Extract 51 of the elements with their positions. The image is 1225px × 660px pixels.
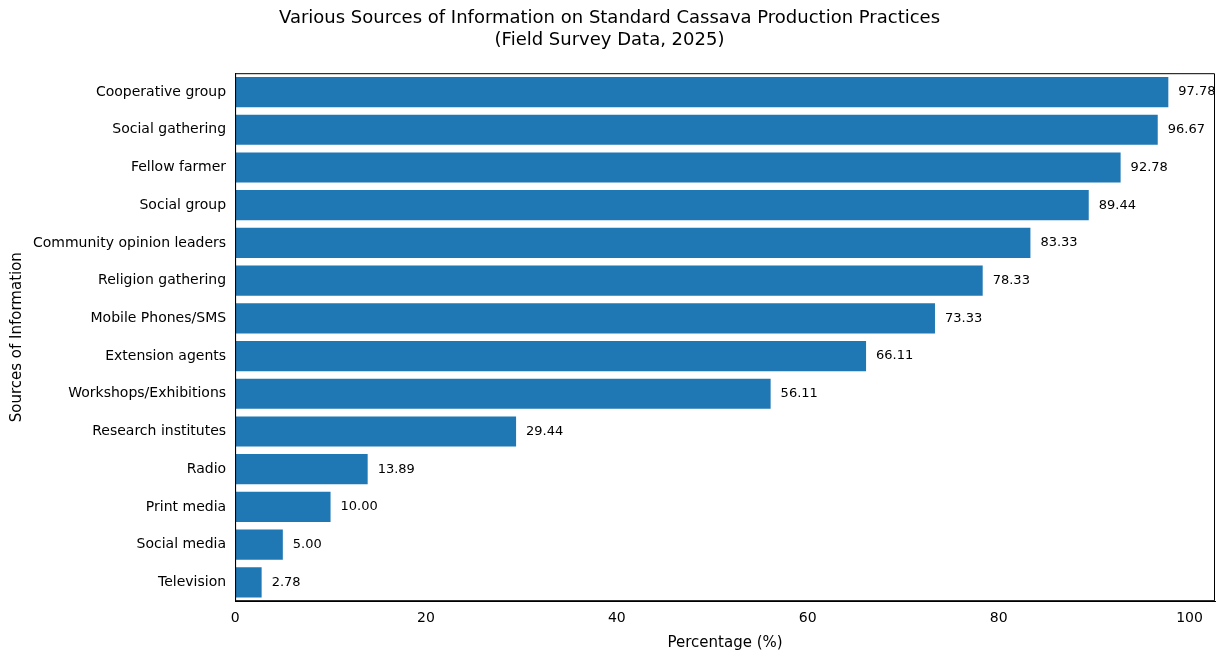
data-label: 10.00 [340, 498, 378, 514]
bar [235, 190, 1089, 221]
y-tick-label: Social media [136, 535, 227, 552]
y-tick-label: Community opinion leaders [32, 233, 227, 250]
y-tick-label: Mobile Phones/SMS [90, 308, 227, 325]
y-tick-label: Religion gathering [98, 271, 227, 288]
bar [235, 265, 983, 296]
data-label: 13.89 [377, 460, 415, 476]
bar [235, 454, 368, 485]
data-label: 66.11 [876, 347, 914, 363]
bar [235, 491, 331, 522]
bar [235, 416, 517, 447]
data-label: 2.78 [271, 573, 301, 589]
data-label: 56.11 [780, 385, 818, 401]
data-label: 29.44 [526, 422, 564, 438]
bar [235, 76, 1169, 108]
data-label: 96.67 [1167, 121, 1205, 137]
y-tick-label: Extension agents [105, 346, 227, 363]
y-tick-label: Print media [145, 497, 227, 514]
chart-title: Various Sources of Information on Standard Cassava Production Practices (Field Survey Data, 2025) [278, 6, 941, 50]
data-label: 83.33 [1040, 234, 1078, 250]
data-label: 73.33 [944, 309, 983, 325]
y-axis-title: Sources of Information [6, 252, 25, 423]
x-axis-title: Percentage (%) [667, 632, 783, 651]
x-tick-label: 60 [798, 609, 817, 626]
y-tick-label: Television [157, 572, 227, 589]
y-tick-label: Research institutes [92, 422, 227, 439]
bar [235, 114, 1158, 145]
data-label: 97.78 [1178, 83, 1216, 99]
bar [235, 567, 262, 598]
bar [235, 378, 771, 409]
bar [235, 152, 1121, 183]
y-tick-label: Fellow farmer [130, 158, 227, 175]
x-tick-label: 40 [607, 609, 626, 626]
data-label: 89.44 [1098, 196, 1136, 212]
bar [235, 303, 935, 334]
data-label: 92.78 [1130, 158, 1168, 174]
bar [235, 227, 1031, 258]
y-tick-label: Social gathering [112, 120, 227, 137]
bar [235, 529, 283, 560]
y-tick-label: Social group [139, 195, 227, 212]
y-tick-label: Cooperative group [95, 82, 227, 99]
bar [235, 340, 867, 372]
x-tick-label: 100 [1176, 609, 1203, 626]
data-label: 78.33 [992, 272, 1030, 287]
x-tick-label: 80 [989, 609, 1008, 626]
x-tick-label: 20 [417, 609, 435, 626]
x-tick-label: 0 [230, 609, 240, 626]
y-tick-label: Workshops/Exhibitions [68, 384, 227, 401]
y-tick-label: Radio [186, 459, 227, 476]
data-label: 5.00 [292, 536, 322, 551]
